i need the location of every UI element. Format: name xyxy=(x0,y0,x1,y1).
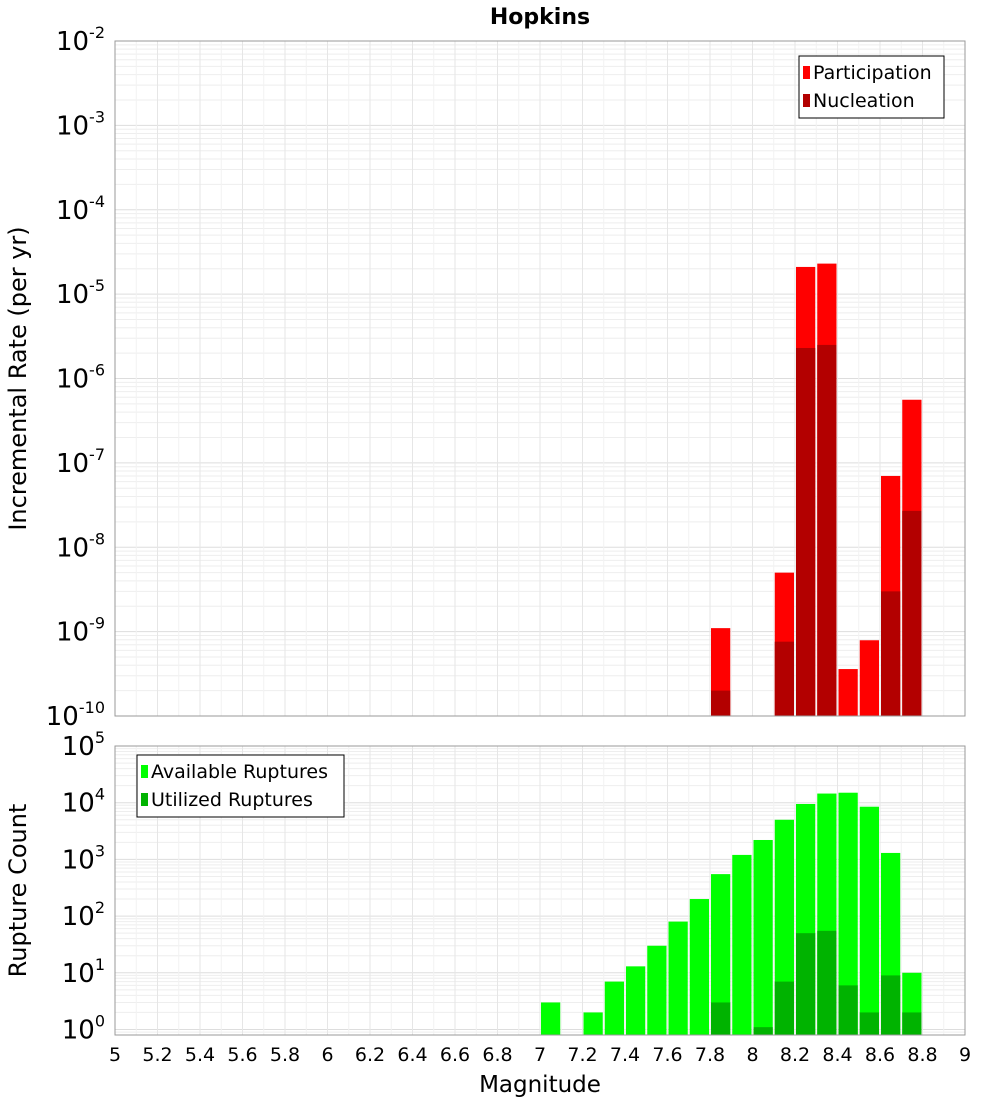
chart2-bar-available-ruptures xyxy=(711,874,731,1035)
chart2-y-tick-label: 101 xyxy=(62,955,105,989)
chart2-x-tick-label: 7.6 xyxy=(652,1044,682,1066)
chart2-legend-swatch xyxy=(141,765,148,778)
chart2-y-tick-label: 104 xyxy=(62,785,105,819)
chart2-y-tick-label: 100 xyxy=(62,1012,105,1046)
chart2-bar-available-ruptures xyxy=(626,966,646,1035)
chart2-y-tick-label: 105 xyxy=(62,728,105,762)
chart2-x-tick-label: 8.2 xyxy=(780,1044,810,1066)
chart1-y-tick-label: 10-2 xyxy=(56,23,105,57)
chart1-y-tick-label: 10-7 xyxy=(56,445,105,479)
chart1-legend-box xyxy=(798,55,945,119)
chart2-panel: 100 101 102 103 104 105 Rupture Count 5 5.2 5.4 5.… xyxy=(4,728,971,1098)
chart1-y-tick-label: 10-3 xyxy=(56,107,105,141)
chart1-legend-label: Nucleation xyxy=(813,90,915,112)
chart2-x-tick-label: 8.4 xyxy=(822,1044,852,1066)
chart2-x-tick-label: 8.8 xyxy=(907,1044,937,1066)
chart2-bar-available-ruptures xyxy=(583,1012,603,1035)
chart2-legend-box xyxy=(136,754,345,818)
chart1-bar-nucleation xyxy=(902,510,922,716)
chart1-bar-nucleation xyxy=(817,344,837,716)
chart1-y-tick-label: 10-9 xyxy=(56,614,105,648)
chart1-legend-swatch xyxy=(803,66,810,79)
chart2-legend-label: Available Ruptures xyxy=(151,761,328,783)
chart2-x-tick-label: 5 xyxy=(109,1044,121,1066)
chart2-x-tick-label: 8 xyxy=(746,1044,758,1066)
chart2-bar-available-ruptures xyxy=(753,839,773,1035)
chart2-x-tick-label: 5.4 xyxy=(185,1044,215,1066)
chart1-plot-frame xyxy=(114,40,966,717)
chart2-x-tick-label: 5.2 xyxy=(142,1044,172,1066)
chart2-x-tick-label: 7.2 xyxy=(567,1044,597,1066)
chart1-title: Hopkins xyxy=(490,5,590,30)
chart2-bar-utilized-ruptures xyxy=(902,1012,922,1035)
chart2-bar-available-ruptures xyxy=(668,921,688,1035)
chart2-bar-available-ruptures xyxy=(689,899,709,1035)
chart1-y-axis-label: Incremental Rate (per yr) xyxy=(4,226,32,530)
chart2-bar-utilized-ruptures xyxy=(774,981,794,1035)
chart2-bar-available-ruptures xyxy=(732,854,752,1035)
chart2-x-tick-label: 8.6 xyxy=(865,1044,895,1066)
chart2-x-axis-label: Magnitude xyxy=(479,1072,601,1098)
chart1-bar-participation xyxy=(859,640,879,716)
chart2-y-tick-label: 103 xyxy=(62,841,105,875)
chart2-x-tick-label: 5.8 xyxy=(270,1044,300,1066)
chart1-bar-nucleation xyxy=(711,690,731,716)
chart1-panel: 10-10 10-9 10-8 10-7 10-6 10-5 10-4 10-3 10-2 Inc… xyxy=(4,5,966,732)
chart1-bar-nucleation xyxy=(774,641,794,716)
chart1-y-tick-label: 10-5 xyxy=(56,276,105,310)
chart2-bar-utilized-ruptures xyxy=(817,930,837,1035)
chart2-x-tick-label: 6.8 xyxy=(482,1044,512,1066)
chart2-legend-swatch xyxy=(141,793,148,806)
chart2-bar-available-ruptures xyxy=(838,792,858,1035)
chart2-bar-utilized-ruptures xyxy=(796,933,816,1035)
chart2-bar-available-ruptures xyxy=(647,945,667,1035)
chart2-y-axis-label: Rupture Count xyxy=(4,804,32,978)
chart2-legend: Available Ruptures Utilized Ruptures xyxy=(136,754,345,818)
chart1-y-tick-label: 10-8 xyxy=(56,529,105,563)
chart1-legend: Participation Nucleation xyxy=(798,55,945,119)
chart2-legend-label: Utilized Ruptures xyxy=(151,789,313,811)
chart2-x-tick-label: 5.6 xyxy=(227,1044,257,1066)
chart1-y-tick-label: 10-10 xyxy=(46,698,105,732)
chart2-bar-utilized-ruptures xyxy=(838,985,858,1035)
chart2-plot-frame xyxy=(114,745,966,1036)
chart2-bar-utilized-ruptures xyxy=(859,1012,879,1035)
chart2-bar-available-ruptures xyxy=(604,981,624,1035)
chart2-x-tick-label: 6 xyxy=(321,1044,333,1066)
chart2-x-tick-label: 9 xyxy=(959,1044,971,1066)
chart1-y-tick-label: 10-4 xyxy=(56,192,105,226)
chart1-bar-nucleation xyxy=(881,591,901,716)
chart1-bar-participation xyxy=(838,669,858,716)
chart1-legend-swatch xyxy=(803,94,810,107)
chart2-bar-available-ruptures xyxy=(859,806,879,1035)
chart2-x-tick-label: 6.6 xyxy=(440,1044,470,1066)
chart2-x-tick-label: 7.4 xyxy=(610,1044,640,1066)
chart2-bar-utilized-ruptures xyxy=(881,975,901,1035)
chart1-bar-nucleation xyxy=(796,347,816,716)
chart2-bar-utilized-ruptures xyxy=(753,1027,773,1035)
chart2-x-tick-label: 7 xyxy=(534,1044,546,1066)
chart2-bar-utilized-ruptures xyxy=(711,1002,731,1035)
chart1-y-tick-label: 10-6 xyxy=(56,361,105,395)
chart2-y-tick-label: 102 xyxy=(62,898,105,932)
chart2-x-tick-label: 7.8 xyxy=(695,1044,725,1066)
chart2-x-tick-label: 6.4 xyxy=(397,1044,427,1066)
chart2-bar-available-ruptures xyxy=(541,1002,561,1035)
chart2-x-tick-label: 6.2 xyxy=(355,1044,385,1066)
chart2-bar-available-ruptures xyxy=(774,819,794,1035)
chart1-legend-label: Participation xyxy=(813,62,932,84)
